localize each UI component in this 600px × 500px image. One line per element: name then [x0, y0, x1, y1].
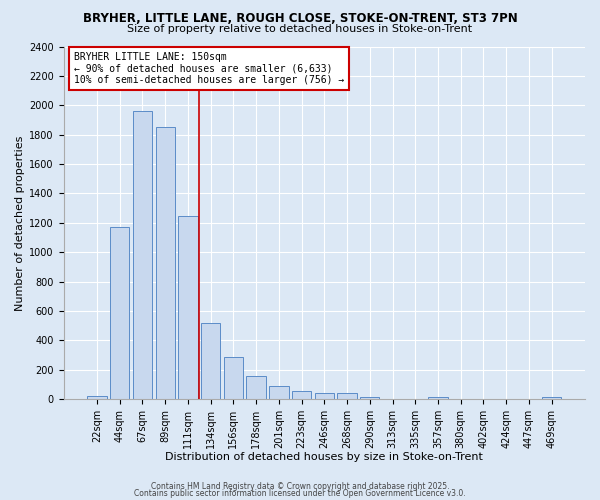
Text: BRYHER LITTLE LANE: 150sqm
← 90% of detached houses are smaller (6,633)
10% of s: BRYHER LITTLE LANE: 150sqm ← 90% of deta… [74, 52, 344, 85]
Bar [201, 323, 220, 399]
Bar [428, 398, 448, 399]
Bar [133, 111, 152, 399]
Y-axis label: Number of detached properties: Number of detached properties [15, 135, 25, 310]
Text: Size of property relative to detached houses in Stoke-on-Trent: Size of property relative to detached ho… [127, 24, 473, 34]
Bar [269, 386, 289, 399]
Bar [88, 396, 107, 399]
X-axis label: Distribution of detached houses by size in Stoke-on-Trent: Distribution of detached houses by size … [166, 452, 483, 462]
Bar [155, 126, 175, 399]
Bar [292, 391, 311, 399]
Bar [314, 392, 334, 399]
Text: Contains HM Land Registry data © Crown copyright and database right 2025.: Contains HM Land Registry data © Crown c… [151, 482, 449, 491]
Bar [178, 216, 197, 399]
Bar [542, 397, 562, 399]
Bar [337, 394, 357, 399]
Bar [360, 397, 379, 399]
Bar [247, 376, 266, 399]
Text: Contains public sector information licensed under the Open Government Licence v3: Contains public sector information licen… [134, 489, 466, 498]
Text: BRYHER, LITTLE LANE, ROUGH CLOSE, STOKE-ON-TRENT, ST3 7PN: BRYHER, LITTLE LANE, ROUGH CLOSE, STOKE-… [83, 12, 517, 26]
Bar [224, 358, 243, 399]
Bar [110, 228, 130, 399]
